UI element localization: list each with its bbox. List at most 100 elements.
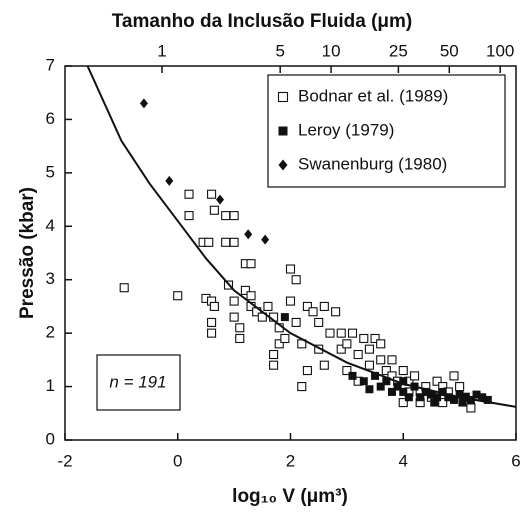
point	[433, 393, 442, 402]
point	[165, 175, 174, 186]
point	[416, 393, 425, 402]
y-tick-label: 4	[46, 216, 55, 235]
point	[399, 387, 408, 396]
legend-marker	[278, 159, 288, 171]
point	[263, 301, 273, 311]
point	[444, 393, 453, 402]
chart-title: Tamanho da Inclusão Fluida (μm)	[112, 11, 413, 32]
point	[449, 371, 459, 381]
point	[438, 398, 448, 408]
point	[466, 403, 476, 413]
point	[432, 376, 442, 386]
point	[430, 398, 439, 407]
point	[483, 395, 492, 404]
point	[455, 382, 465, 392]
point	[184, 211, 194, 221]
annotation: n = 191	[109, 372, 166, 391]
point	[291, 275, 301, 285]
legend-box	[267, 74, 506, 188]
point	[331, 307, 341, 317]
point	[376, 355, 386, 365]
point	[184, 189, 194, 199]
point	[261, 234, 270, 245]
point	[229, 211, 239, 221]
point	[119, 283, 129, 293]
point	[336, 344, 346, 354]
point	[221, 237, 231, 247]
point	[319, 301, 329, 311]
x2-tick-label: 5	[275, 41, 284, 60]
point	[302, 365, 312, 376]
point	[246, 291, 256, 301]
point	[421, 387, 430, 396]
point	[221, 211, 231, 221]
point	[381, 365, 391, 376]
point	[455, 390, 464, 399]
point	[398, 398, 408, 408]
x-tick-label: 6	[511, 451, 520, 470]
point	[404, 393, 413, 402]
x2-tick-label: 50	[440, 41, 459, 60]
point	[280, 313, 289, 322]
point	[342, 365, 352, 376]
point	[235, 333, 245, 344]
y-tick-label: 3	[46, 269, 55, 288]
legend-marker	[278, 126, 288, 136]
point	[393, 382, 402, 391]
y-tick-label: 6	[46, 109, 55, 128]
legend-label: Swanenburg (1980)	[298, 154, 447, 173]
point	[285, 264, 296, 274]
point	[319, 360, 329, 370]
point	[370, 333, 380, 344]
point	[173, 291, 183, 301]
point	[427, 390, 436, 399]
point	[399, 377, 408, 386]
point	[209, 205, 219, 215]
legend-label: Bodnar et al. (1989)	[298, 86, 448, 105]
x2-tick-label: 1	[157, 41, 166, 60]
x-tick-label: -2	[57, 451, 72, 470]
point	[216, 194, 225, 205]
point	[371, 371, 380, 380]
x2-tick-label: 100	[486, 41, 514, 60]
point	[359, 333, 369, 344]
point	[207, 328, 217, 338]
x2-tick-label: 10	[322, 41, 341, 60]
point	[472, 390, 481, 399]
point	[274, 339, 284, 349]
point	[244, 229, 253, 240]
point	[280, 333, 290, 344]
y-tick-label: 5	[46, 162, 55, 181]
point	[207, 317, 217, 328]
point	[204, 237, 214, 247]
point	[347, 328, 358, 338]
point	[269, 360, 279, 370]
point	[398, 365, 408, 376]
legend-marker	[277, 91, 289, 103]
point	[139, 98, 148, 109]
point	[365, 385, 374, 394]
legend-label: Leroy (1979)	[298, 120, 394, 139]
point	[336, 328, 346, 338]
point	[285, 296, 296, 306]
y-tick-label: 2	[46, 323, 55, 342]
point	[348, 371, 357, 380]
point	[246, 259, 256, 269]
point	[325, 328, 335, 338]
point	[240, 285, 250, 295]
annotation-box	[96, 354, 181, 411]
point	[409, 371, 420, 381]
curve	[86, 65, 517, 408]
y-axis-label: Pressão (kbar)	[17, 187, 38, 319]
point	[458, 398, 467, 407]
point	[308, 307, 318, 317]
y-tick-label: 0	[46, 429, 55, 448]
point	[302, 301, 312, 311]
point	[387, 387, 396, 396]
y-tick-label: 7	[46, 55, 55, 74]
y-tick-label: 1	[46, 376, 55, 395]
point	[364, 360, 374, 370]
point	[382, 377, 391, 386]
point	[257, 312, 267, 322]
